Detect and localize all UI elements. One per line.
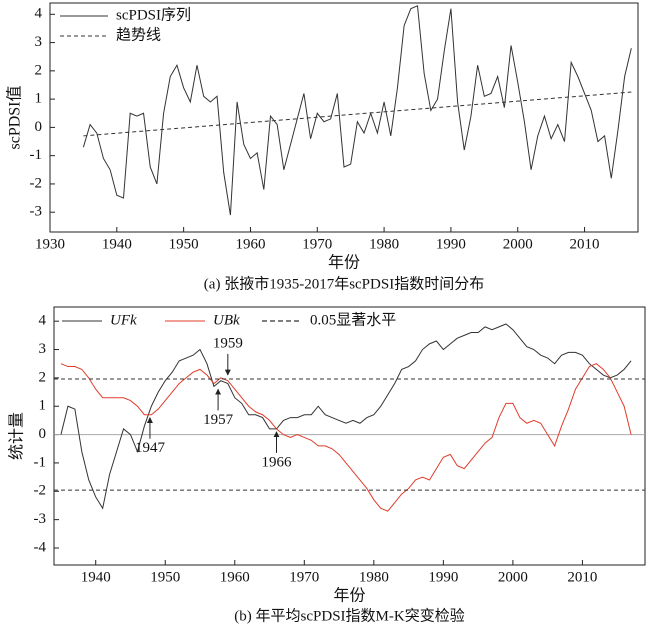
x-tick-label: 2000 xyxy=(503,236,533,252)
x-tick-label: 1950 xyxy=(150,569,180,585)
x-tick-label: 1960 xyxy=(235,236,265,252)
legend-label: 0.05显著水平 xyxy=(310,311,396,328)
x-tick-label: 1990 xyxy=(428,569,458,585)
y-tick-label: -1 xyxy=(30,147,43,163)
y-tick-label: 3 xyxy=(39,341,47,357)
data-line xyxy=(82,5,632,216)
data-line xyxy=(60,323,632,510)
x-tick-label: 1990 xyxy=(436,236,466,252)
y-tick-label: -3 xyxy=(34,511,47,527)
data-line xyxy=(60,363,632,512)
y-tick-label: 1 xyxy=(35,91,43,107)
x-tick-label: 1950 xyxy=(169,236,199,252)
y-tick-label: 4 xyxy=(39,313,47,329)
y-tick-label: 2 xyxy=(39,369,47,385)
data-line xyxy=(83,91,632,137)
caption: (a) 张掖市1935-2017年scPDSI指数时间分布 xyxy=(204,275,484,292)
y-tick-label: 1 xyxy=(39,398,47,414)
legend-label: 趋势线 xyxy=(116,26,161,43)
x-tick-label: 1930 xyxy=(35,236,65,252)
y-tick-label: -3 xyxy=(30,204,43,220)
x-axis-label: 年份 xyxy=(333,587,365,605)
annotation: 1957 xyxy=(203,412,234,428)
annotation: 1966 xyxy=(261,454,292,470)
y-axis-label: 统计量 xyxy=(8,412,26,460)
x-tick-label: 1970 xyxy=(302,236,332,252)
y-tick-label: 2 xyxy=(35,62,43,78)
x-tick-label: 2010 xyxy=(567,569,597,585)
legend-label: UFk xyxy=(110,312,137,328)
x-tick-label: 2010 xyxy=(570,236,600,252)
x-tick-label: 1980 xyxy=(359,569,389,585)
x-tick-label: 2000 xyxy=(498,569,528,585)
plot-frame xyxy=(49,2,639,233)
x-tick-label: 1970 xyxy=(289,569,319,585)
y-tick-label: -1 xyxy=(34,454,47,470)
plot-frame xyxy=(53,306,646,566)
y-tick-label: -4 xyxy=(34,539,47,555)
annotation: 1959 xyxy=(213,335,243,351)
x-tick-label: 1940 xyxy=(102,236,132,252)
x-tick-label: 1980 xyxy=(369,236,399,252)
annotation: 1947 xyxy=(135,440,166,456)
legend-label: UBk xyxy=(213,312,240,328)
x-axis-label: 年份 xyxy=(328,254,360,272)
y-tick-label: 0 xyxy=(35,119,43,135)
x-tick-label: 1940 xyxy=(81,569,111,585)
y-tick-label: 0 xyxy=(39,426,47,442)
y-axis-label: scPDSI值 xyxy=(6,85,24,149)
x-tick-label: 1960 xyxy=(220,569,250,585)
y-tick-label: -2 xyxy=(30,175,43,191)
y-tick-label: 4 xyxy=(35,6,43,22)
caption: (b) 年平均scPDSI指数M-K突变检验 xyxy=(234,607,464,624)
y-tick-label: 3 xyxy=(35,34,43,50)
legend-label: scPDSI序列 xyxy=(116,6,191,23)
y-tick-label: -2 xyxy=(34,483,47,499)
